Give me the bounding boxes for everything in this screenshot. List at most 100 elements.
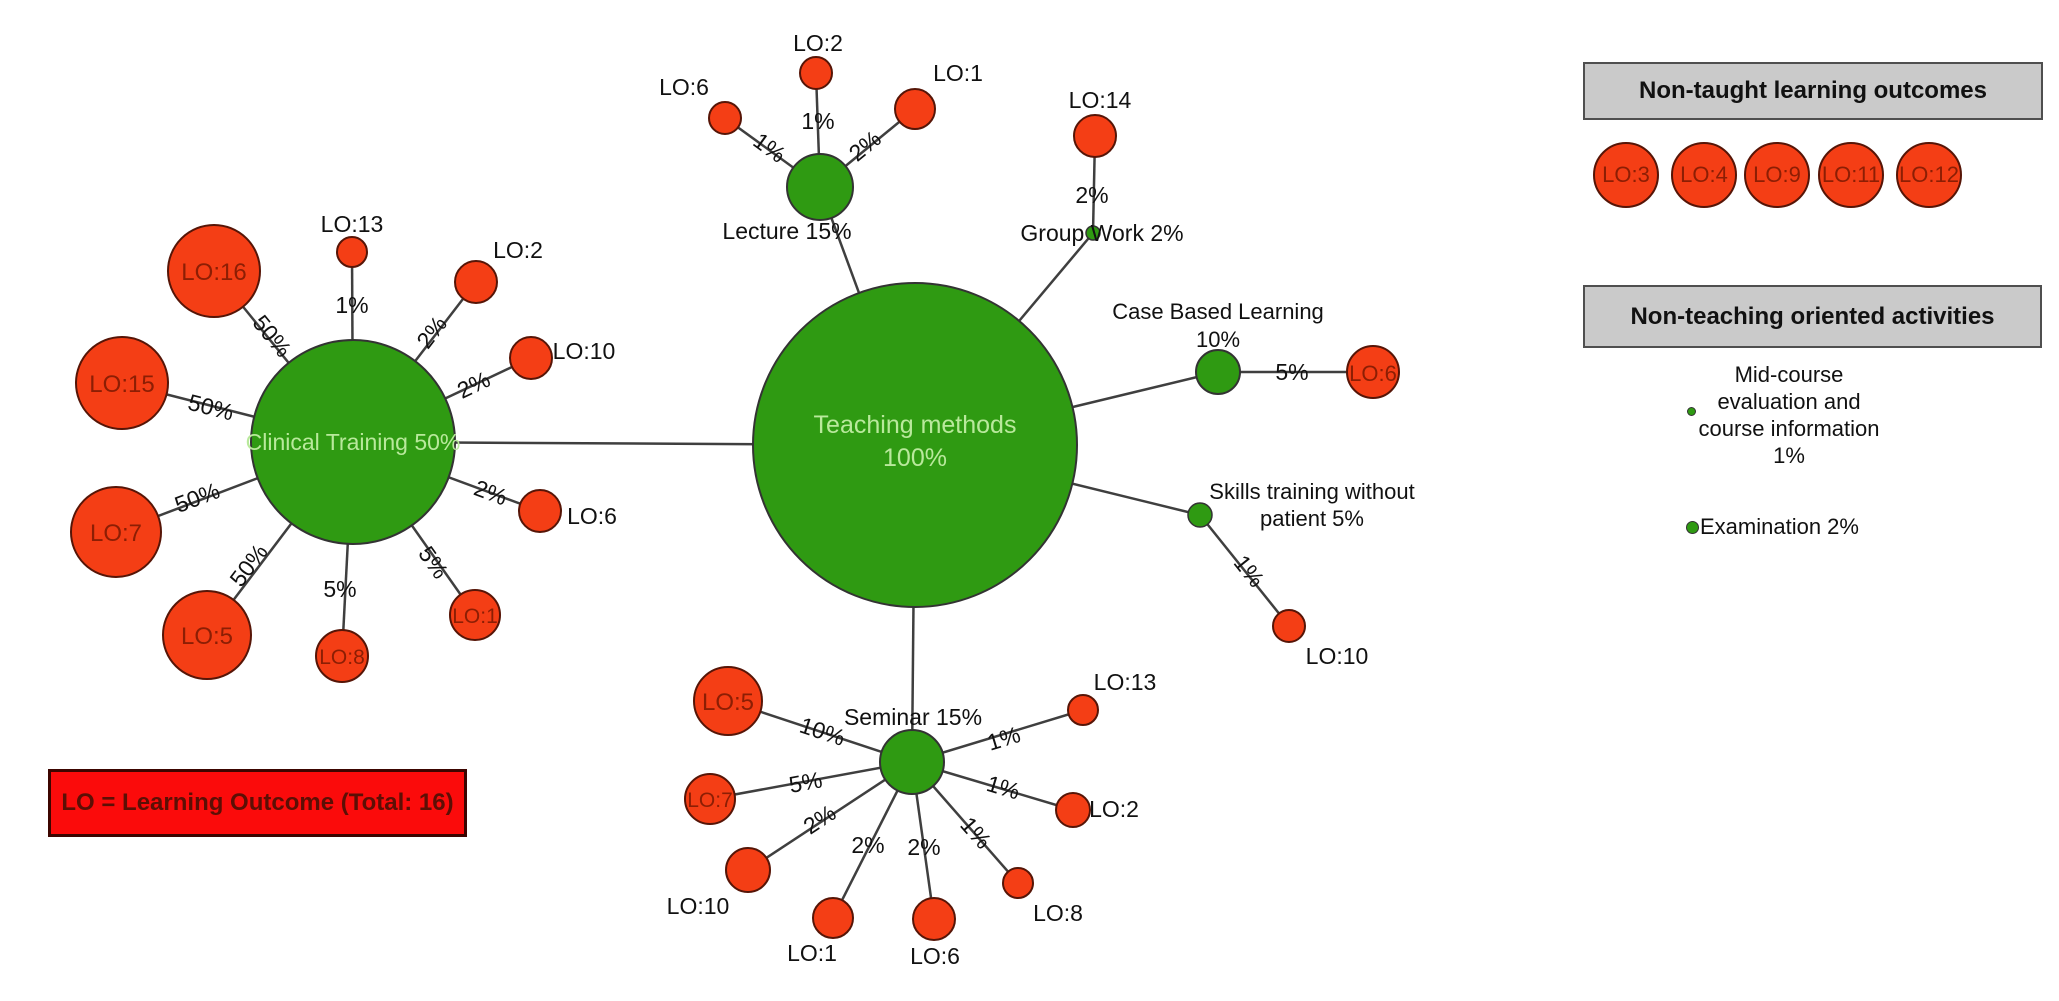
edge-label-clinical-c_lo15: 50% (185, 389, 236, 426)
node-lecture (786, 153, 854, 221)
edge-label-seminar-sem_lo5: 10% (797, 712, 849, 751)
edge-label-groupwork-lo14: 2% (1075, 182, 1108, 208)
node-label-clinical: Clinical Training 50% (246, 429, 461, 455)
node-label-c_lo7: LO:7 (90, 520, 142, 547)
edge-label-seminar-sem_lo7: 5% (787, 766, 824, 798)
lo-legend-label: LO = Learning Outcome (Total: 16) (61, 789, 454, 816)
node-label-sem_lo2: LO:2 (1089, 796, 1139, 822)
non-taught-lo-circle-lo-11: LO:11 (1818, 142, 1884, 208)
edge-label-seminar-sem_lo13: 1% (984, 721, 1023, 756)
edge-label-clinical-c_lo7: 50% (171, 477, 223, 518)
node-cbl (1195, 349, 1241, 395)
node-sem_lo6 (912, 897, 956, 941)
node-label-s_lo10: LO:10 (1306, 643, 1369, 669)
node-label-c_lo8: LO:8 (319, 646, 365, 669)
non-taught-lo-circle-lo-4: LO:4 (1671, 142, 1737, 208)
edge-label-clinical-c_lo6: 2% (471, 475, 511, 511)
node-c_lo8 (315, 629, 369, 683)
node-lo14 (1073, 114, 1117, 158)
node-label-c_lo1: LO:1 (452, 605, 498, 628)
edge-seminar-sem_lo7 (709, 760, 913, 801)
node-sem_lo5 (693, 666, 763, 736)
node-label-c_lo10: LO:10 (553, 338, 616, 364)
edge-label-clinical-c_lo2: 2% (411, 311, 452, 353)
node-c_lo15 (75, 336, 169, 430)
edge-label-clinical-c_lo5: 50% (224, 539, 273, 591)
node-label-seminar: Seminar 15% (844, 704, 982, 730)
node-sem_lo13 (1067, 694, 1099, 726)
node-label-cbl_lo6: LO:6 (1349, 361, 1397, 386)
node-label-l_lo6: LO:6 (659, 74, 709, 100)
node-groupwork (1085, 225, 1101, 241)
node-l_lo1 (894, 88, 936, 130)
activity-dot-0 (1686, 406, 1696, 416)
edge-label-seminar-sem_lo2: 1% (984, 770, 1023, 804)
node-cbl_lo6 (1346, 345, 1400, 399)
edge-label-clinical-c_lo10: 2% (453, 366, 494, 404)
node-label-sem_lo8: LO:8 (1033, 900, 1083, 926)
node-c_lo16 (167, 224, 261, 318)
non-taught-outcomes-title: Non-taught learning outcomes (1639, 77, 1987, 104)
edge-label-lecture-l_lo1: 2% (844, 125, 886, 166)
node-l_lo2 (799, 56, 833, 90)
node-c_lo10 (509, 336, 553, 380)
non-taught-outcomes-header: Non-taught learning outcomes (1583, 62, 2043, 120)
node-skills (1187, 502, 1213, 528)
node-c_lo5 (162, 590, 252, 680)
node-sem_lo1 (812, 897, 854, 939)
node-c_lo1 (449, 589, 501, 641)
node-l_lo6 (708, 101, 742, 135)
edge-label-seminar-sem_lo6: 2% (907, 834, 940, 860)
node-clinical (250, 339, 456, 545)
edge-label-clinical-c_lo8: 5% (323, 576, 356, 602)
node-label-c_lo2: LO:2 (493, 237, 543, 263)
edge-label-skills-s_lo10: 1% (1229, 550, 1270, 592)
node-label-l_lo1: LO:1 (933, 60, 983, 86)
node-label-lecture: Lecture 15% (722, 218, 851, 244)
edge-label-cbl-cbl_lo6: 5% (1275, 359, 1308, 385)
node-label-sem_lo1: LO:1 (787, 940, 837, 966)
node-label-c_lo6: LO:6 (567, 503, 617, 529)
node-c_lo2 (454, 260, 498, 304)
node-label-c_lo5: LO:5 (181, 623, 233, 650)
activity-label-0: Mid-course evaluation and course informa… (1698, 362, 1880, 468)
activity-label-1: Examination 2% (1700, 514, 1859, 539)
edge-label-clinical-c_lo16: 50% (248, 310, 297, 362)
node-label-l_lo2: LO:2 (793, 30, 843, 56)
node-sem_lo10 (725, 847, 771, 893)
non-taught-lo-circle-lo-3: LO:3 (1593, 142, 1659, 208)
edge-label-lecture-l_lo2: 1% (801, 108, 834, 134)
node-label-skills: Skills training without patient 5% (1209, 479, 1414, 531)
node-sem_lo8 (1002, 867, 1034, 899)
node-label-sem_lo6: LO:6 (910, 943, 960, 969)
node-label-c_lo15: LO:15 (89, 371, 154, 398)
node-sem_lo7 (684, 773, 736, 825)
edge-skills-s_lo10 (1199, 514, 1290, 627)
node-label-c_lo16: LO:16 (181, 259, 246, 286)
node-teaching (752, 282, 1078, 608)
activity-dot-1 (1685, 520, 1699, 534)
node-label-teaching: Teaching methods 100% (814, 411, 1017, 472)
node-label-groupwork: Group Work 2% (1020, 220, 1183, 246)
non-taught-lo-circle-lo-12: LO:12 (1896, 142, 1962, 208)
node-label-cbl: Case Based Learning 10% (1112, 299, 1324, 352)
node-seminar (879, 729, 945, 795)
node-label-sem_lo10: LO:10 (667, 893, 730, 919)
node-c_lo6 (518, 489, 562, 533)
node-label-c_lo13: LO:13 (321, 211, 384, 237)
non-teaching-activities-title: Non-teaching oriented activities (1630, 302, 1995, 330)
edge-label-seminar-sem_lo1: 2% (851, 832, 884, 858)
node-label-lo14: LO:14 (1069, 87, 1132, 113)
non-teaching-activities-header: Non-teaching oriented activities (1583, 285, 2042, 348)
edge-label-clinical-c_lo13: 1% (335, 292, 368, 318)
lo-legend-box: LO = Learning Outcome (Total: 16) (48, 769, 467, 837)
node-c_lo7 (70, 486, 162, 578)
node-label-sem_lo5: LO:5 (702, 689, 754, 716)
node-sem_lo2 (1055, 792, 1091, 828)
non-taught-lo-circle-lo-9: LO:9 (1744, 142, 1810, 208)
node-label-sem_lo7: LO:7 (687, 789, 733, 812)
node-c_lo13 (336, 236, 368, 268)
node-label-sem_lo13: LO:13 (1094, 669, 1157, 695)
